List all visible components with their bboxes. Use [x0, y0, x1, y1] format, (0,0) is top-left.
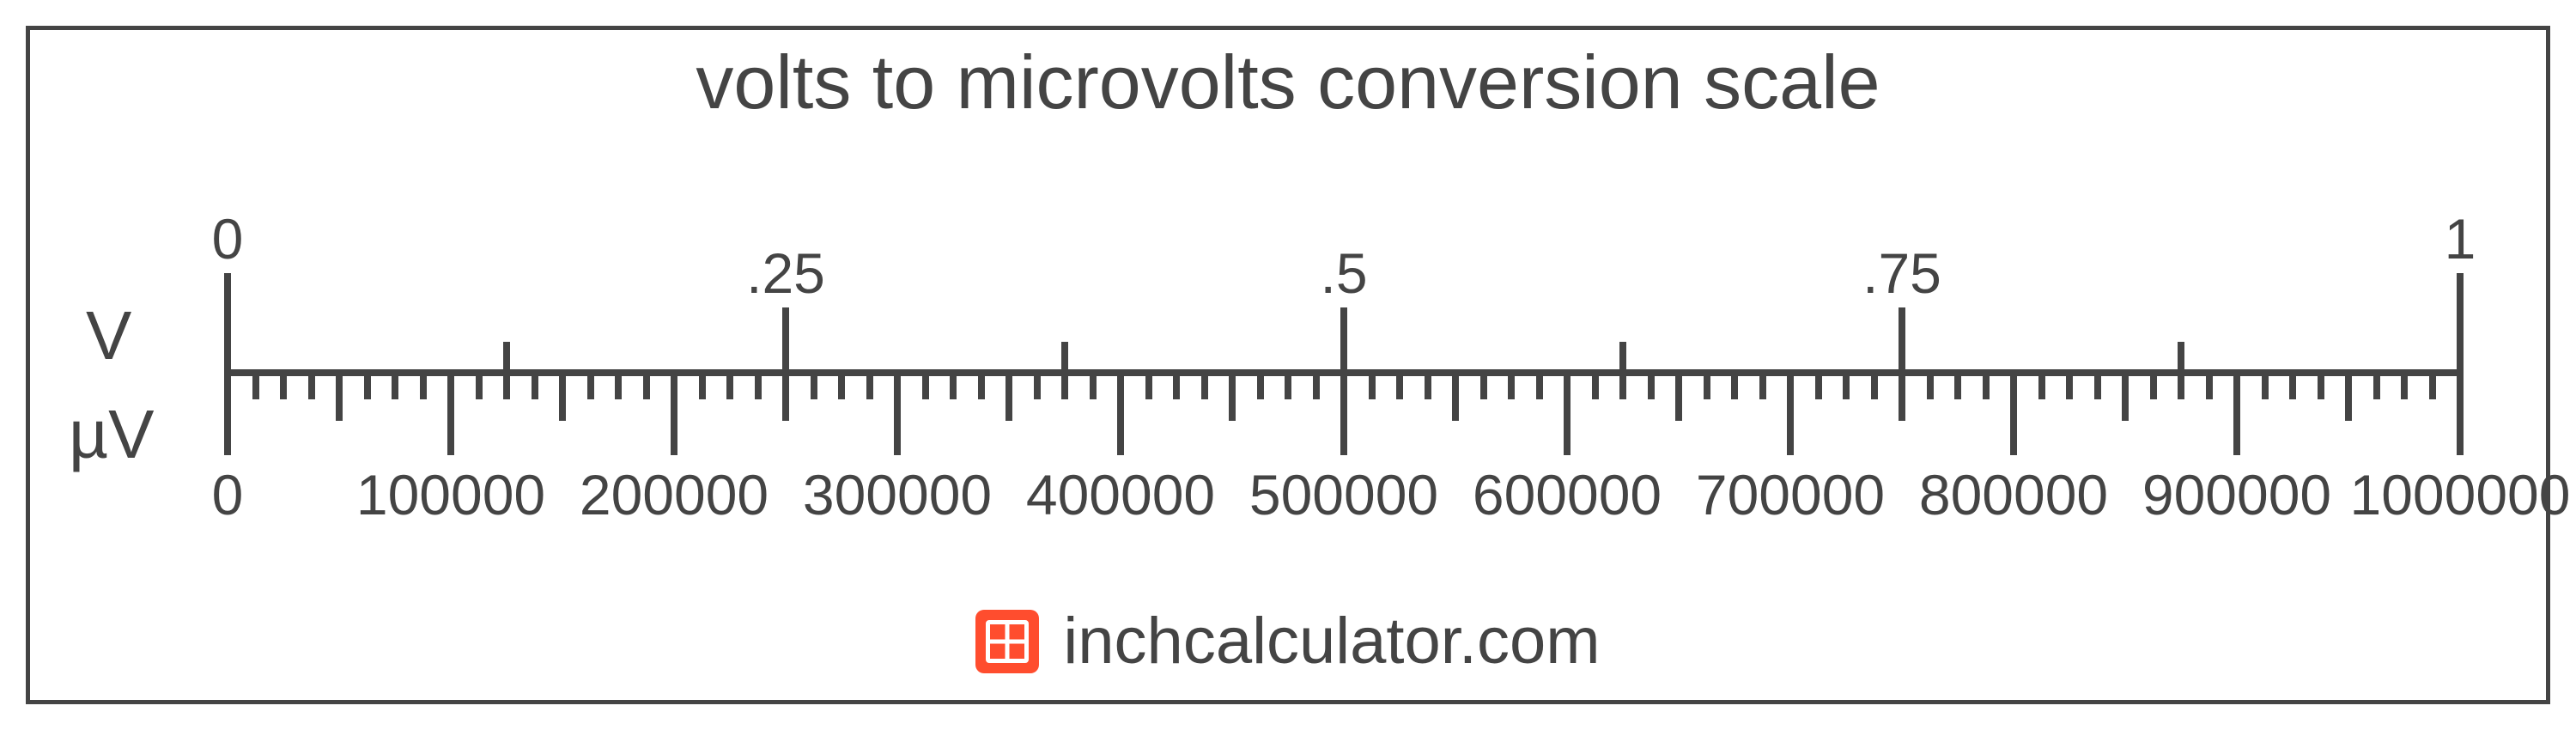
bottom-tick: [1369, 369, 1376, 399]
footer: inchcalculator.com: [30, 604, 2546, 678]
bottom-tick: [1508, 369, 1515, 399]
bottom-tick: [1843, 369, 1850, 399]
bottom-tick: [1759, 369, 1766, 399]
bottom-tick: [1675, 369, 1682, 421]
bottom-tick: [726, 369, 733, 399]
bottom-tick: [336, 369, 343, 421]
bottom-tick: [476, 369, 483, 399]
bottom-tick: [615, 369, 622, 399]
bottom-tick-label: 1000000: [2350, 462, 2571, 527]
bottom-tick: [2066, 369, 2073, 399]
bottom-tick: [503, 369, 510, 399]
bottom-tick: [1396, 369, 1403, 399]
bottom-tick-label: 800000: [1919, 462, 2108, 527]
bottom-tick: [280, 369, 287, 399]
ruler-area: V µV 0.25.5.751 010000020000030000040000…: [30, 176, 2546, 554]
bottom-tick: [2318, 369, 2324, 399]
bottom-tick-label: 100000: [356, 462, 545, 527]
bottom-tick-label: 700000: [1696, 462, 1885, 527]
diagram-frame: volts to microvolts conversion scale V µ…: [26, 26, 2550, 704]
bottom-tick: [2345, 369, 2352, 421]
bottom-tick: [587, 369, 594, 399]
bottom-tick: [308, 369, 315, 399]
bottom-tick: [2094, 369, 2101, 399]
bottom-tick: [1285, 369, 1291, 399]
bottom-tick: [1201, 369, 1208, 399]
bottom-tick: [2262, 369, 2269, 399]
bottom-tick: [1313, 369, 1320, 399]
bottom-tick: [838, 369, 845, 399]
bottom-tick: [1648, 369, 1655, 399]
bottom-tick: [950, 369, 957, 399]
bottom-tick: [894, 369, 901, 455]
bottom-tick: [364, 369, 371, 399]
bottom-tick: [643, 369, 650, 399]
bottom-tick: [2401, 369, 2408, 399]
bottom-tick: [1229, 369, 1236, 421]
bottom-tick: [1480, 369, 1487, 399]
bottom-tick: [2150, 369, 2157, 399]
bottom-tick-label: 500000: [1249, 462, 1438, 527]
bottom-tick-label: 600000: [1473, 462, 1662, 527]
bottom-tick: [1564, 369, 1571, 455]
bottom-tick: [2233, 369, 2240, 455]
bottom-tick: [1173, 369, 1180, 399]
calculator-logo-icon: [975, 610, 1039, 673]
bottom-tick-label: 200000: [580, 462, 769, 527]
bottom-tick: [671, 369, 677, 455]
bottom-tick: [1452, 369, 1459, 421]
bottom-tick: [1257, 369, 1264, 399]
bottom-tick-label: 0: [212, 462, 244, 527]
bottom-tick: [2206, 369, 2213, 399]
bottom-tick: [1954, 369, 1961, 399]
bottom-tick-label: 400000: [1026, 462, 1215, 527]
bottom-tick: [532, 369, 538, 399]
bottom-tick: [252, 369, 259, 399]
bottom-tick: [699, 369, 706, 399]
bottom-tick: [1117, 369, 1124, 455]
bottom-tick: [1061, 369, 1068, 399]
bottom-tick: [1145, 369, 1152, 399]
bottom-tick: [1619, 369, 1626, 399]
bottom-tick: [2010, 369, 2017, 455]
bottom-tick: [1731, 369, 1738, 399]
bottom-tick: [447, 369, 454, 455]
bottom-tick: [2373, 369, 2380, 399]
bottom-tick: [1983, 369, 1990, 399]
bottom-tick: [1704, 369, 1710, 399]
bottom-tick: [2289, 369, 2296, 399]
bottom-tick: [1425, 369, 1431, 399]
bottom-tick: [420, 369, 427, 399]
bottom-tick-label: 300000: [803, 462, 992, 527]
bottom-tick: [922, 369, 929, 399]
bottom-tick: [1536, 369, 1543, 399]
bottom-tick: [1592, 369, 1599, 399]
bottom-tick: [978, 369, 985, 399]
bottom-tick: [1034, 369, 1041, 399]
bottom-tick: [1005, 369, 1012, 421]
bottom-tick: [2122, 369, 2129, 421]
bottom-tick: [1090, 369, 1097, 399]
bottom-tick: [866, 369, 873, 399]
bottom-tick: [1815, 369, 1822, 399]
diagram-title: volts to microvolts conversion scale: [30, 39, 2546, 126]
bottom-tick: [2429, 369, 2436, 399]
bottom-tick: [2038, 369, 2045, 399]
bottom-tick-label: 900000: [2142, 462, 2331, 527]
bottom-tick: [1787, 369, 1794, 455]
bottom-tick: [559, 369, 566, 421]
top-axis-label: V: [86, 296, 131, 375]
bottom-tick: [392, 369, 398, 399]
bottom-axis-label: µV: [69, 395, 154, 474]
bottom-tick: [2178, 369, 2184, 399]
footer-site-text: inchcalculator.com: [1063, 604, 1600, 678]
